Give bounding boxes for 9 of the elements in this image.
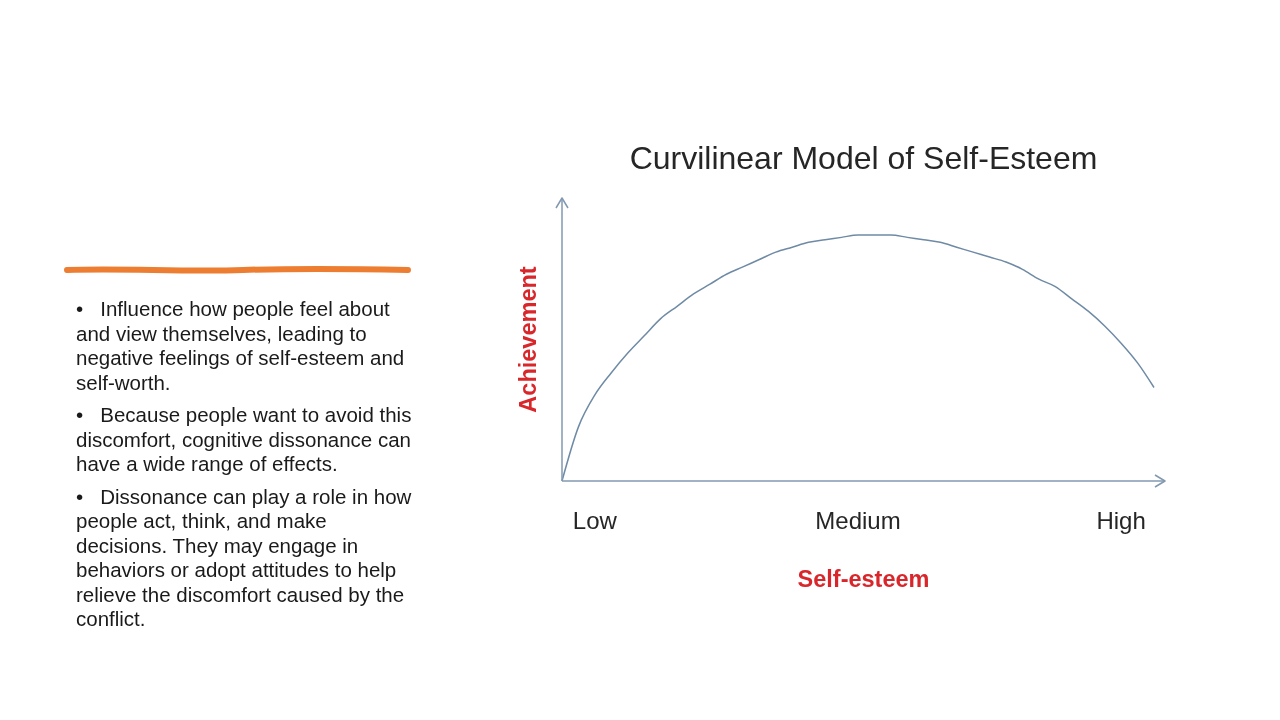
x-tick-label: High bbox=[1096, 507, 1146, 534]
text: • Influence how people feel about and view themselves, leading to negative feelings of self-esteem and self-worth. bbox=[76, 297, 406, 395]
chart-title: Curvilinear Model of Self-Esteem bbox=[629, 140, 1098, 176]
x-tick-label: Medium bbox=[815, 507, 901, 534]
x-axis-title: Self-esteem bbox=[797, 566, 930, 592]
text: • Dissonance can play a role in how people act, think, and make decisions. They may engage in behaviors or adopt attitudes to help relieve the discomfort caused by the conflict. bbox=[76, 484, 413, 632]
y-axis-title: Achievement bbox=[515, 266, 541, 413]
text: • Because people want to avoid this discomfort, cognitive dissonance can have a wide range of effects. bbox=[76, 403, 413, 477]
x-tick-label: Low bbox=[572, 507, 618, 534]
